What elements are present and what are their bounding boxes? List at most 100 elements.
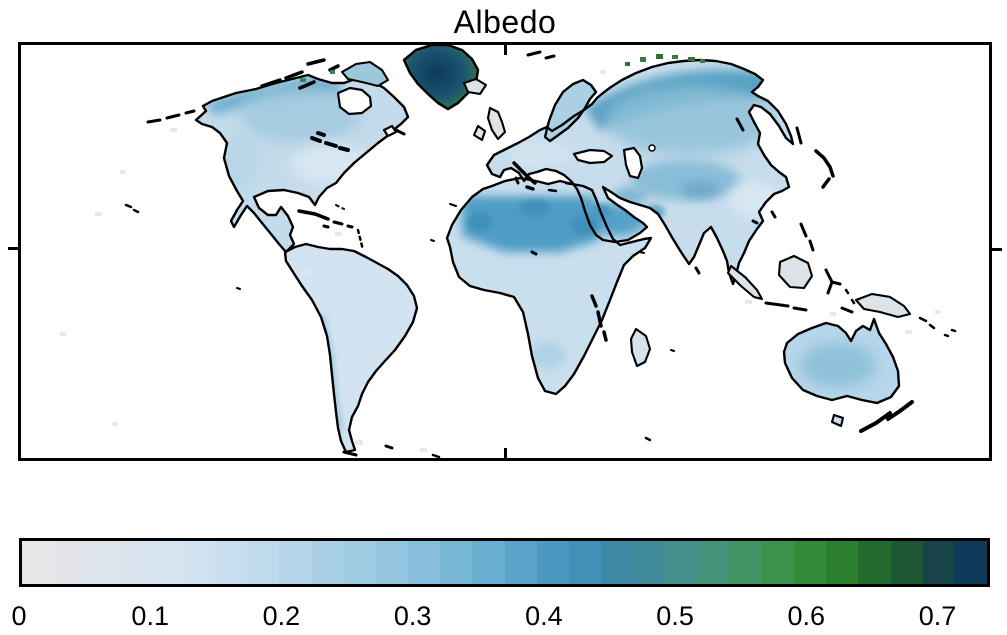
- sicily: [525, 185, 535, 191]
- new-zealand: [859, 400, 914, 433]
- solomons-fiji: [918, 316, 957, 338]
- sakhalin: [795, 126, 803, 145]
- colorbar-tick-label: 0.2: [262, 601, 301, 631]
- colorbar-segment: [922, 541, 955, 584]
- italy: [512, 161, 537, 185]
- lakes: [310, 117, 745, 342]
- japan: [814, 149, 835, 189]
- colorbar-segment: [826, 541, 859, 584]
- galapagos: [236, 287, 241, 290]
- great-lakes: [310, 131, 350, 152]
- colorbar-segment: [504, 541, 537, 584]
- world-map: [60, 43, 957, 459]
- colorbar-segment: [311, 541, 344, 584]
- colorbar-segment: [761, 541, 795, 584]
- sardinia: [514, 176, 520, 185]
- colorbar-segment: [375, 541, 409, 584]
- borneo: [777, 254, 814, 290]
- colorbar-tick-label: 0.5: [656, 601, 694, 631]
- java: [764, 301, 808, 312]
- great-britain: [486, 106, 507, 141]
- colorbar-segment: [408, 541, 441, 584]
- aral-sea: [648, 144, 656, 152]
- aleutian-islands: [146, 109, 196, 124]
- sri-lanka: [694, 266, 701, 275]
- new-guinea: [854, 292, 912, 319]
- falklands: [384, 444, 394, 450]
- colorbar-tick-label: 0.3: [393, 601, 432, 631]
- south-georgia: [431, 453, 441, 459]
- colorbar-segment: [601, 541, 634, 584]
- timor: [840, 306, 854, 314]
- colorbar-segment: [472, 541, 505, 584]
- colorbar-segment: [118, 541, 151, 584]
- colorbar-segment: [54, 541, 87, 584]
- frame-tick-left: [8, 247, 21, 250]
- colorbar-gradient: [22, 541, 988, 584]
- caribbean-islands: [322, 220, 354, 229]
- lesser-antilles: [356, 228, 365, 252]
- colorbar-segment: [729, 541, 762, 584]
- colorbar-segment: [279, 541, 312, 584]
- frame-tick-bottom: [504, 448, 507, 461]
- arctic-green-specks: [300, 54, 705, 82]
- colorbar-segment: [633, 541, 666, 584]
- colorbar-segment: [568, 541, 602, 584]
- canadian-arctic-islands: [260, 58, 340, 90]
- colorbar-segment: [215, 541, 248, 584]
- sulawesi: [824, 268, 842, 295]
- inland-seas: [336, 86, 656, 180]
- colorbar-tick-label: 0.1: [131, 601, 169, 631]
- ocean-speckles: [60, 70, 941, 452]
- iceland: [462, 77, 488, 96]
- colorbar-tick-label: 0.7: [918, 601, 957, 631]
- colorbar-segment: [794, 541, 827, 584]
- taiwan-hainan: [751, 210, 777, 225]
- islands: [340, 60, 912, 428]
- colorbar-segment: [150, 541, 183, 584]
- colorbar-ticks: 0 0.1 0.2 0.3 0.4 0.5 0.6 0.7: [11, 601, 990, 634]
- land-shading: [205, 69, 876, 433]
- lake-chad: [530, 250, 538, 256]
- newfoundland: [394, 128, 406, 136]
- black-sea: [572, 148, 614, 165]
- cuba: [297, 209, 330, 221]
- philippines: [799, 222, 815, 252]
- sumatra: [726, 264, 764, 301]
- african-rift-lakes: [590, 294, 608, 342]
- colorbar-tick-label: 0.6: [787, 601, 826, 631]
- canary-capeverde: [430, 203, 457, 242]
- colorbar-segment: [343, 541, 376, 584]
- lake-baikal: [735, 117, 745, 132]
- frame-tick-top: [504, 42, 507, 55]
- colorbar-segment: [247, 541, 280, 584]
- plot-title: Albedo: [453, 4, 557, 40]
- colorbar-segment: [858, 541, 891, 584]
- colorbar-segment: [954, 541, 988, 584]
- baffin-island: [340, 60, 390, 88]
- colorbar-segment: [697, 541, 730, 584]
- moluccas: [844, 288, 856, 305]
- colorbar: [19, 538, 990, 587]
- kerguelen: [644, 436, 652, 442]
- gulf-st-lawrence: [382, 124, 398, 138]
- colorbar-segment: [536, 541, 569, 584]
- ireland: [472, 124, 487, 142]
- colorbar-segment: [22, 541, 55, 584]
- bahamas: [335, 204, 345, 210]
- colorbar-segment: [665, 541, 698, 584]
- frame-tick-right: [989, 248, 1002, 251]
- colorbar-segment: [440, 541, 473, 584]
- colorbar-segment: [182, 541, 216, 584]
- region-greenland: [402, 43, 480, 111]
- socotra-mauritius: [639, 251, 675, 352]
- madagascar: [629, 327, 652, 368]
- hudson-bay: [336, 86, 373, 116]
- hawaii: [124, 203, 140, 214]
- colorbar-segment: [86, 541, 119, 584]
- tierra-del-fuego: [342, 450, 358, 457]
- colorbar-tick-label: 0: [11, 601, 27, 631]
- caspian-sea: [622, 146, 644, 180]
- colorbar-tick-label: 0.4: [525, 601, 563, 631]
